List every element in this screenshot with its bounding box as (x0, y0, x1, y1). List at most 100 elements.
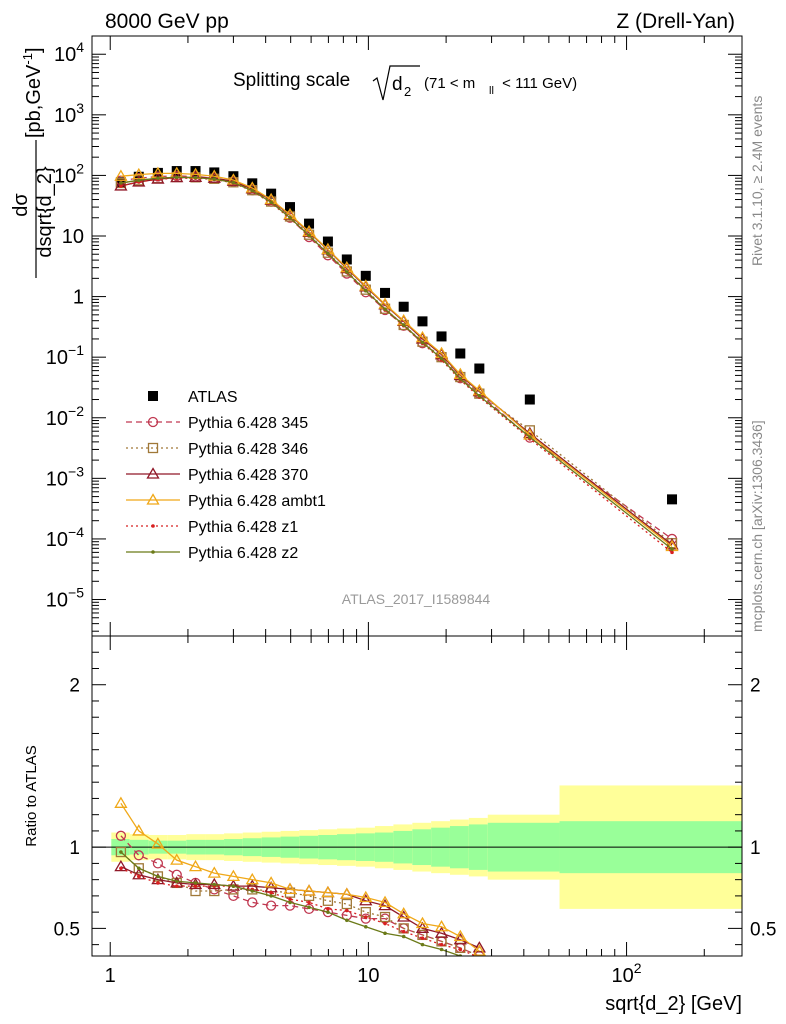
title-var: d (392, 74, 403, 95)
y-tick-label-exp: −1 (68, 342, 84, 358)
ratio-y-tick-label: 2 (69, 676, 80, 697)
ratio-point (434, 926, 449, 938)
ratio-point (415, 916, 430, 929)
title-var-sub: 2 (404, 84, 411, 99)
data-point (360, 270, 371, 281)
y-tick-label-exp: −5 (68, 585, 84, 601)
legend-marker (146, 467, 160, 479)
ratio-point (228, 890, 239, 902)
data-point (156, 176, 160, 180)
data-point (380, 287, 391, 298)
legend-item: ATLAS (148, 389, 238, 406)
data-point (398, 301, 409, 312)
series-line (120, 176, 673, 550)
y-tick-label-exp: 3 (76, 100, 84, 116)
data-point (345, 270, 349, 274)
legend-label: Pythia 6.428 346 (188, 441, 308, 458)
y-tick-label-base: 10 (54, 105, 76, 127)
title-range: (71 < m (424, 75, 475, 92)
ratio-point (453, 929, 467, 942)
header-right: Z (Drell-Yan) (616, 10, 735, 33)
ratio-y-label: Ratio to ATLAS (23, 745, 40, 846)
y-tick-label-exp: 4 (76, 39, 84, 55)
ratio-point (363, 915, 368, 919)
ratio-y-tick-label-right: 1 (750, 838, 761, 859)
y-tick-label-base: 1 (73, 287, 84, 309)
ratio-point (207, 866, 221, 878)
legend: ATLAS Pythia 6.428 345 Pythia 6.428 346 Pyt… (126, 389, 326, 562)
data-point (417, 316, 428, 327)
x-tick-label: 102 (612, 960, 642, 987)
main-title: Splitting scale d 2 (71 < m ll < 111 GeV… (233, 65, 577, 101)
y-tick-label-base: 10 (54, 44, 76, 66)
data-point (284, 202, 295, 213)
legend-item: Pythia 6.428 346 (126, 441, 308, 458)
data-point (477, 394, 482, 398)
ratio-point (326, 910, 330, 914)
ratio-point (307, 905, 311, 910)
ratio-series-3 (114, 796, 486, 956)
ratio-point (439, 942, 444, 947)
ratio-point (378, 895, 392, 908)
ratio-point (212, 882, 217, 887)
mcplots-label: mcplots.cern.ch [arXiv:1306.3436] (749, 420, 765, 632)
series-1 (115, 170, 678, 545)
ratio-point (321, 885, 335, 898)
ratio-point (397, 906, 411, 919)
legend-marker (147, 442, 159, 454)
main-series-layer (114, 166, 679, 555)
y-tick-label-exp: −4 (68, 524, 84, 540)
legend-label: ATLAS (188, 389, 238, 406)
ratio-point (136, 866, 141, 871)
y-label-unit-text: [pb,GeV (23, 64, 45, 138)
ratio-point (115, 830, 127, 841)
y-label-denominator: dsqrt{d_2} (34, 166, 56, 258)
data-point (307, 233, 311, 238)
analysis-id: ATLAS_2017_I1589844 (342, 591, 491, 607)
ratio-point (132, 867, 146, 880)
series-6 (119, 175, 674, 551)
legend-item: Pythia 6.428 z2 (126, 545, 298, 562)
ratio-point (152, 858, 164, 869)
data-point (326, 251, 330, 256)
y-label-unit: [pb,GeV-1] (20, 47, 45, 138)
ratio-point (439, 947, 444, 952)
ratio-point (133, 863, 144, 874)
data-point (363, 288, 368, 293)
ratio-point (245, 872, 259, 885)
ratio-point (359, 893, 373, 906)
data-point (250, 188, 255, 193)
data-point (524, 394, 535, 405)
x-tick-label-exp: 2 (634, 960, 642, 976)
ratio-point (307, 900, 311, 905)
data-point (188, 170, 203, 182)
ratio-y-tick-label-right: 2 (750, 676, 761, 697)
data-point (420, 340, 425, 345)
ratio-point (156, 874, 160, 879)
ratio-point (340, 887, 354, 899)
data-point (174, 175, 179, 180)
data-point (474, 363, 485, 374)
y-tick-label-exp: 2 (76, 160, 84, 176)
ratio-plot-frame (91, 635, 743, 957)
data-point (119, 184, 123, 188)
ratio-point (472, 941, 486, 953)
ratio-point (434, 919, 449, 932)
ratio-point (288, 900, 292, 905)
ratio-point (288, 897, 292, 901)
ratio-point (231, 884, 236, 888)
ratio-point (193, 884, 198, 888)
ratio-point (378, 898, 392, 911)
series-line (120, 172, 673, 548)
legend-marker (146, 493, 160, 505)
y-tick-label-exp: −2 (68, 403, 84, 419)
data-point (231, 180, 236, 185)
x-tick-label-base: 10 (357, 965, 379, 987)
legend-item: Pythia 6.428 345 (126, 415, 308, 432)
ratio-point (170, 853, 184, 865)
y-tick-label: 10−2 (46, 403, 84, 430)
y-label-unit-close: ] (23, 47, 45, 53)
ratio-point (283, 882, 297, 895)
ratio-series-line (120, 851, 480, 956)
